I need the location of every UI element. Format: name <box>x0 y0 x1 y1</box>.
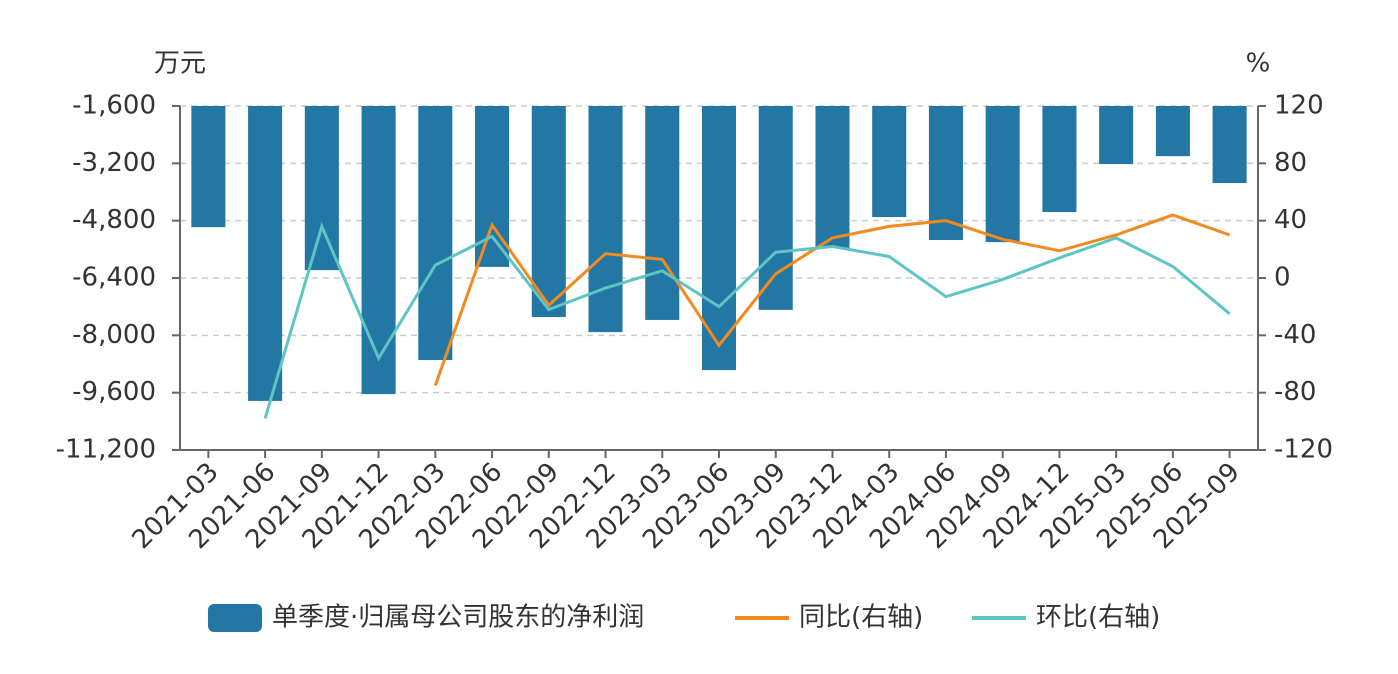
line <box>433 213 1231 386</box>
bar <box>588 106 623 333</box>
y-tick-label: -6,400 <box>72 263 156 293</box>
y-tick-label: -3,200 <box>72 148 156 178</box>
legend-label: 单季度·归属母公司股东的净利润 <box>272 603 644 633</box>
bar <box>758 106 793 310</box>
bar <box>531 106 566 318</box>
bar <box>872 106 907 218</box>
y2-tick-label: 120 <box>1274 91 1324 121</box>
y2-tick-label: -120 <box>1274 435 1333 465</box>
legend-swatch <box>208 604 262 632</box>
y-tick-label: -11,200 <box>56 435 156 465</box>
bar <box>1212 106 1247 184</box>
bar <box>248 106 283 401</box>
y2-tick-label: 40 <box>1274 205 1307 235</box>
bar <box>191 106 226 228</box>
bar <box>418 106 453 361</box>
bar <box>1042 106 1077 213</box>
y2-axis-unit: % <box>1246 49 1271 79</box>
bar <box>361 106 396 395</box>
bar <box>1099 106 1134 165</box>
line <box>263 221 1231 419</box>
bar <box>928 106 963 241</box>
legend-label: 环比(右轴) <box>1036 603 1160 633</box>
legend-label: 同比(右轴) <box>799 603 923 633</box>
y-tick-label: -8,000 <box>72 320 156 350</box>
bar <box>645 106 680 320</box>
y-axis-unit: 万元 <box>154 49 206 79</box>
y2-tick-label: 80 <box>1274 148 1307 178</box>
bar <box>985 106 1020 243</box>
bar <box>304 106 339 271</box>
y2-tick-label: 0 <box>1274 263 1291 293</box>
y-tick-label: -4,800 <box>72 205 156 235</box>
y2-tick-label: -80 <box>1274 377 1316 407</box>
bar <box>815 106 850 248</box>
y2-tick-label: -40 <box>1274 320 1316 350</box>
y-tick-label: -1,600 <box>72 91 156 121</box>
bar <box>1155 106 1190 157</box>
y-tick-label: -9,600 <box>72 377 156 407</box>
